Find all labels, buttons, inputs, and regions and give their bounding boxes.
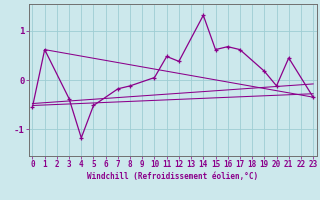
X-axis label: Windchill (Refroidissement éolien,°C): Windchill (Refroidissement éolien,°C) — [87, 172, 258, 181]
